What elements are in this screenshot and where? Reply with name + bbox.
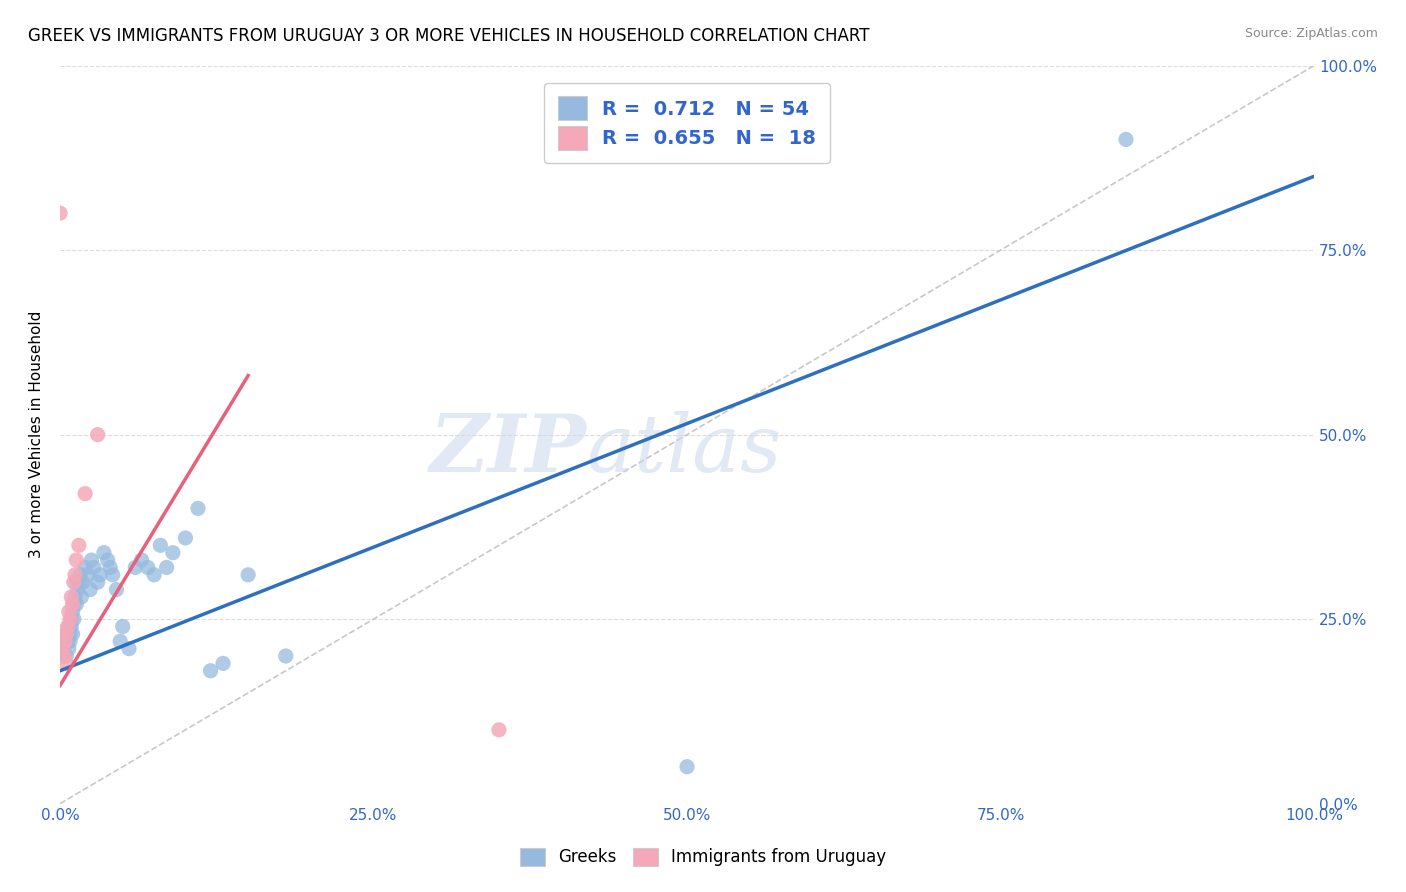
Point — [97, 553, 120, 567]
Point — [63, 567, 86, 582]
Point — [52, 648, 75, 663]
Point — [76, 567, 98, 582]
Point — [59, 627, 82, 641]
Point — [79, 582, 101, 597]
Point — [67, 538, 90, 552]
Point — [60, 612, 83, 626]
Point — [59, 634, 82, 648]
Legend: R =  0.712   N = 54, R =  0.655   N =  18: R = 0.712 N = 54, R = 0.655 N = 18 — [544, 83, 830, 163]
Point — [63, 575, 86, 590]
Point — [55, 627, 77, 641]
Point — [118, 641, 141, 656]
Point — [62, 598, 84, 612]
Point — [98, 560, 121, 574]
Point — [58, 619, 80, 633]
Point — [89, 567, 111, 582]
Point — [65, 553, 87, 567]
Legend: Greeks, Immigrants from Uruguay: Greeks, Immigrants from Uruguay — [512, 839, 894, 875]
Point — [69, 567, 91, 582]
Point — [149, 538, 172, 552]
Point — [60, 590, 83, 604]
Point — [111, 619, 134, 633]
Point — [75, 486, 97, 500]
Point — [49, 206, 72, 220]
Y-axis label: 3 or more Vehicles in Household: 3 or more Vehicles in Household — [30, 311, 44, 558]
Point — [124, 560, 146, 574]
Point — [59, 612, 82, 626]
Point — [86, 575, 108, 590]
Text: GREEK VS IMMIGRANTS FROM URUGUAY 3 OR MORE VEHICLES IN HOUSEHOLD CORRELATION CHA: GREEK VS IMMIGRANTS FROM URUGUAY 3 OR MO… — [28, 27, 870, 45]
Text: Source: ZipAtlas.com: Source: ZipAtlas.com — [1244, 27, 1378, 40]
Point — [488, 723, 510, 737]
Point — [187, 501, 209, 516]
Point — [63, 590, 86, 604]
Text: ZIP: ZIP — [430, 410, 586, 488]
Point — [80, 553, 103, 567]
Point — [51, 641, 73, 656]
Point — [60, 619, 83, 633]
Point — [53, 634, 76, 648]
Point — [105, 582, 128, 597]
Point — [86, 427, 108, 442]
Point — [174, 531, 197, 545]
Point — [55, 648, 77, 663]
Point — [66, 582, 89, 597]
Point — [55, 657, 77, 671]
Point — [236, 567, 259, 582]
Point — [55, 627, 77, 641]
Point — [274, 648, 297, 663]
Point — [136, 560, 159, 574]
Point — [56, 619, 79, 633]
Point — [70, 590, 93, 604]
Point — [75, 560, 97, 574]
Point — [65, 575, 87, 590]
Point — [93, 546, 115, 560]
Point — [53, 634, 76, 648]
Point — [65, 598, 87, 612]
Point — [131, 553, 153, 567]
Point — [212, 657, 235, 671]
Point — [62, 627, 84, 641]
Point — [72, 575, 94, 590]
Point — [143, 567, 166, 582]
Point — [200, 664, 222, 678]
Text: atlas: atlas — [586, 410, 782, 488]
Point — [63, 598, 86, 612]
Point — [156, 560, 179, 574]
Point — [83, 560, 105, 574]
Point — [110, 634, 132, 648]
Point — [58, 605, 80, 619]
Point — [1115, 132, 1137, 146]
Point — [56, 634, 79, 648]
Point — [676, 760, 699, 774]
Point — [58, 641, 80, 656]
Point — [51, 641, 73, 656]
Point — [52, 648, 75, 663]
Point — [101, 567, 124, 582]
Point — [62, 605, 84, 619]
Point — [63, 612, 86, 626]
Point — [162, 546, 184, 560]
Point — [67, 575, 90, 590]
